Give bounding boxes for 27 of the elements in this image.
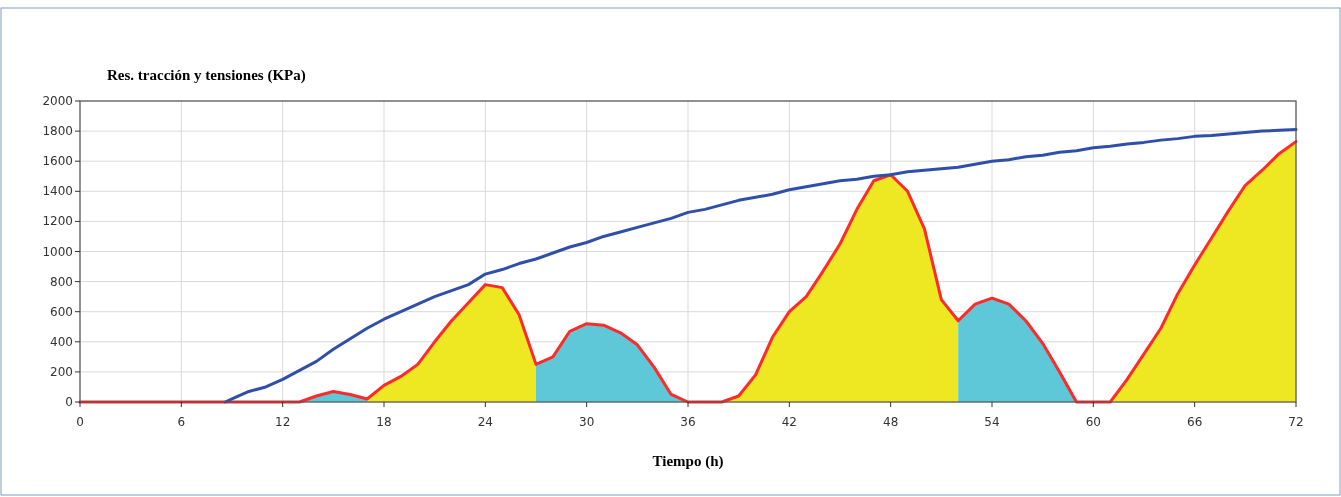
chart-title: Res. tracción y tensiones (KPa) [107,67,306,84]
line-series [223,128,1298,404]
x-tick-label: 36 [680,415,696,429]
x-tick-label: 30 [579,415,595,429]
y-tick-label: 1800 [42,124,73,139]
x-axis-title: Tiempo (h) [652,453,724,470]
x-tick-label: 48 [883,415,899,429]
x-tick-label: 24 [477,415,493,429]
x-tick-label: 42 [781,415,797,429]
y-tick-label: 0 [65,395,73,409]
y-tick-label: 400 [50,334,73,349]
x-tick-label: 6 [177,415,186,429]
x-tick-label: 18 [376,415,392,429]
y-tick-label: 600 [50,304,73,319]
x-tick-label: 54 [984,415,1000,429]
y-tick-label: 1200 [42,214,73,229]
y-tick-label: 2000 [42,94,73,108]
x-tick-label: 72 [1288,415,1304,429]
y-tick-label: 1400 [42,184,73,199]
x-tick-label: 0 [76,415,84,429]
y-tick-label: 1600 [42,154,73,169]
y-tick-label: 200 [50,364,73,379]
x-tick-label: 60 [1085,415,1101,429]
y-tick-label: 800 [50,274,73,289]
x-tick-label: 66 [1187,415,1203,429]
x-tick-label: 12 [275,415,291,429]
y-tick-label: 1000 [42,244,73,259]
